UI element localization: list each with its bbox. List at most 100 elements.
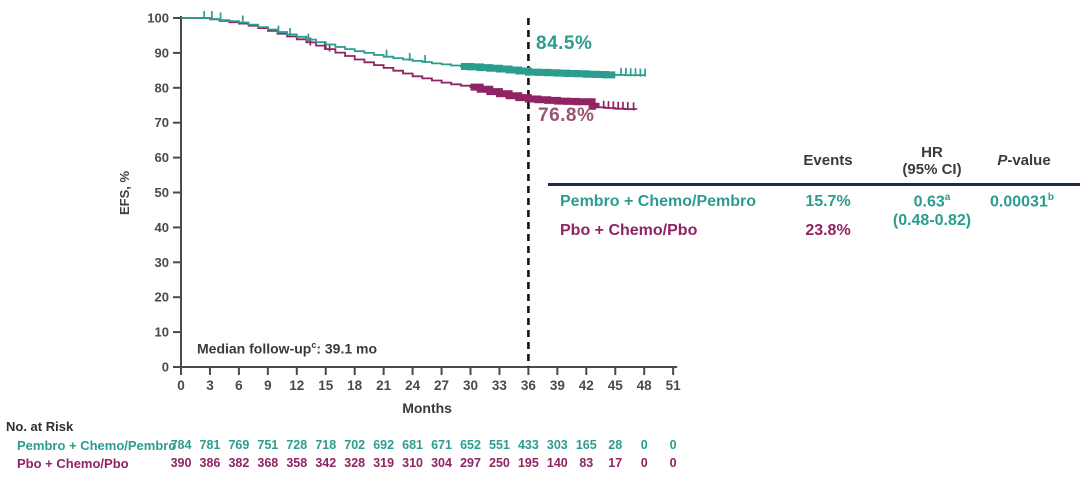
y-tick-label: 70 (155, 115, 169, 130)
risk-row-pbo: Pbo + Chemo/Pbo 390 386 382 368 358 342 328 319… (0, 456, 1080, 472)
x-tick-label: 42 (579, 378, 594, 393)
y-tick-label: 10 (155, 325, 169, 340)
risk-row-pembro-label: Pembro + Chemo/Pembro (17, 438, 177, 453)
x-tick-label: 6 (235, 378, 243, 393)
risk-count: 551 (489, 438, 510, 452)
stats-table-divider (548, 183, 1080, 186)
median-followup-value: : 39.1 mo (316, 340, 378, 357)
median-followup-note: Median follow-upc: 39.1 mo (197, 340, 377, 357)
x-axis-title: Months (402, 400, 452, 416)
stats-header-hr-line2: (95% CI) (902, 161, 962, 178)
risk-count: 433 (517, 438, 539, 452)
risk-count: 0 (669, 438, 677, 452)
x-tick-label: 36 (521, 378, 537, 393)
stats-row-pembro-label: Pembro + Chemo/Pembro (560, 193, 757, 210)
stats-header-p-italic: P (997, 152, 1008, 169)
x-tick-label: 24 (405, 378, 421, 393)
risk-count: 83 (579, 456, 594, 470)
x-tick-label: 21 (376, 378, 392, 393)
stats-p-number: 0.00031 (990, 193, 1048, 211)
risk-count: 0 (640, 438, 648, 452)
risk-count: 382 (228, 456, 250, 470)
stats-hr-number: 0.63 (913, 193, 945, 211)
x-tick-label: 15 (318, 378, 334, 393)
risk-count: 358 (286, 456, 308, 470)
risk-count: 0 (669, 456, 677, 470)
x-tick-label: 51 (666, 378, 682, 393)
km-curve (181, 17, 638, 110)
stats-header-pvalue: P-value (974, 152, 1074, 169)
risk-row-pbo-label: Pbo + Chemo/Pbo (17, 456, 129, 471)
risk-count: 195 (517, 456, 539, 470)
risk-count: 250 (489, 456, 510, 470)
risk-count: 769 (228, 438, 250, 452)
risk-count: 319 (373, 456, 395, 470)
x-tick-label: 27 (434, 378, 449, 393)
risk-count: 310 (402, 456, 424, 470)
pembro-36mo-rate-label: 84.5% (536, 33, 593, 54)
risk-count: 304 (431, 456, 452, 470)
risk-count: 652 (460, 438, 481, 452)
risk-count: 368 (257, 456, 279, 470)
y-tick-label: 20 (155, 290, 169, 305)
y-tick-label: 80 (155, 80, 169, 95)
stats-p-value: 0.00031b (964, 192, 1080, 211)
stats-row-pembro-events: 15.7% (805, 193, 851, 210)
risk-count: 728 (286, 438, 308, 452)
stats-hr-footnote-marker: a (944, 192, 951, 203)
risk-count: 390 (170, 456, 192, 470)
risk-count: 342 (315, 456, 337, 470)
x-tick-label: 30 (463, 378, 478, 393)
stats-row-pbo-label: Pbo + Chemo/Pbo (560, 222, 698, 239)
y-tick-label: 30 (155, 255, 169, 270)
risk-count: 692 (373, 438, 395, 452)
y-tick-label: 100 (147, 11, 169, 26)
x-tick-label: 48 (637, 378, 653, 393)
x-tick-label: 45 (608, 378, 624, 393)
x-tick-label: 9 (264, 378, 272, 393)
y-tick-label: 0 (162, 360, 169, 375)
stats-header-p-rest: -value (1007, 152, 1051, 169)
stats-header-events: Events (803, 152, 853, 169)
stats-hr-ci: (0.48-0.82) (892, 212, 972, 229)
risk-count: 328 (344, 456, 366, 470)
stats-header-hr: HR (95% CI) (872, 144, 992, 178)
x-tick-label: 12 (289, 378, 304, 393)
x-tick-label: 3 (206, 378, 214, 393)
censor-band (460, 63, 616, 79)
stats-hr-value: 0.63a (872, 192, 992, 211)
y-tick-label: 40 (155, 220, 169, 235)
y-tick-label: 50 (155, 185, 169, 200)
stats-row-pbo-events: 23.8% (805, 222, 851, 239)
pbo-36mo-rate-label: 76.8% (538, 105, 595, 126)
x-tick-label: 33 (492, 378, 508, 393)
risk-row-pembro: Pembro + Chemo/Pembro 784 781 769 751 728 718… (0, 438, 1080, 454)
risk-count: 140 (546, 456, 568, 470)
median-followup-text: Median follow-up (197, 340, 312, 357)
median-followup-footnote-marker: c (311, 340, 317, 350)
x-tick-label: 18 (347, 378, 363, 393)
y-tick-label: 90 (155, 45, 169, 60)
censor-band (470, 83, 600, 110)
x-tick-label: 0 (177, 378, 185, 393)
risk-count: 17 (608, 456, 623, 470)
x-tick-label: 39 (550, 378, 565, 393)
risk-count: 718 (315, 438, 337, 452)
y-axis-title: EFS, % (117, 171, 132, 216)
risk-count: 386 (199, 456, 221, 470)
risk-table-title: No. at Risk (6, 419, 74, 434)
y-tick-label: 60 (155, 150, 169, 165)
risk-count: 781 (199, 438, 221, 452)
risk-count: 681 (402, 438, 424, 452)
risk-count: 702 (344, 438, 366, 452)
risk-count: 297 (460, 456, 481, 470)
risk-count: 671 (431, 438, 452, 452)
risk-count: 784 (170, 438, 192, 452)
stats-p-footnote-marker: b (1047, 192, 1054, 203)
risk-count: 28 (608, 438, 623, 452)
risk-count: 0 (640, 456, 648, 470)
risk-count: 303 (546, 438, 568, 452)
risk-count: 165 (575, 438, 597, 452)
